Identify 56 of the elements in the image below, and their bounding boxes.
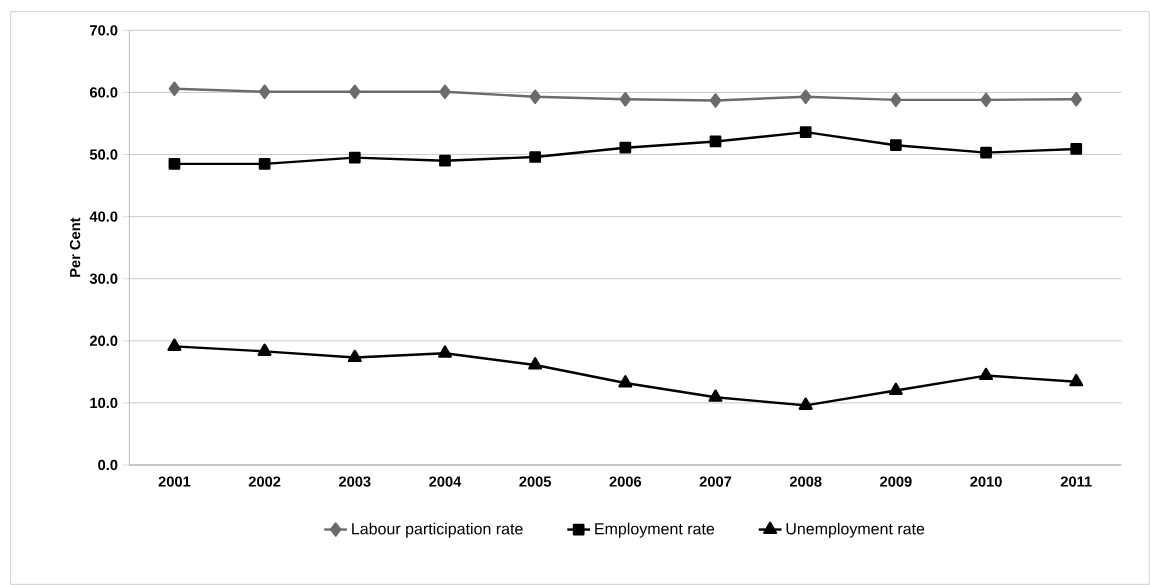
point <box>167 338 182 351</box>
point <box>708 389 723 402</box>
y-tick-label: 20.0 <box>89 335 118 346</box>
legend-label: Labour participation rate <box>352 522 523 538</box>
y-axis-title: Per Cent <box>69 217 81 277</box>
x-tick-label: 2007 <box>699 476 732 487</box>
point <box>890 92 902 108</box>
point <box>890 139 902 152</box>
y-tick-label: 10.0 <box>90 397 118 409</box>
point <box>618 375 633 388</box>
point <box>1069 373 1084 387</box>
point <box>799 126 812 139</box>
point <box>1070 143 1083 155</box>
x-tick-label: 2010 <box>970 476 1002 487</box>
y-tick-label: 40.0 <box>89 211 118 222</box>
point <box>980 92 992 108</box>
point <box>349 84 361 99</box>
point <box>348 151 361 164</box>
point <box>439 154 451 167</box>
legend-label: Employment rate <box>595 522 715 538</box>
point <box>529 89 541 104</box>
point <box>619 92 632 107</box>
point <box>888 382 903 396</box>
point <box>438 345 452 358</box>
x-tick-label: 2008 <box>789 476 822 487</box>
y-tick-label: 30.0 <box>89 273 118 284</box>
point <box>800 89 812 104</box>
point <box>257 343 272 356</box>
x-tick-label: 2004 <box>429 476 462 487</box>
y-tick-label: 0.0 <box>98 459 118 471</box>
legend-label: Unemployment rate <box>786 522 925 538</box>
point <box>619 141 632 154</box>
x-tick-label: 2006 <box>609 476 642 487</box>
x-tick-label: 2002 <box>248 476 281 487</box>
x-tick-label: 2009 <box>880 476 912 487</box>
point <box>258 84 271 99</box>
point <box>347 349 362 363</box>
point <box>798 397 813 410</box>
point <box>709 93 722 108</box>
point <box>709 135 722 148</box>
point <box>439 84 451 99</box>
x-tick-label: 2001 <box>158 476 191 487</box>
point <box>258 157 271 170</box>
point <box>980 146 992 159</box>
point <box>979 367 994 381</box>
x-tick-label: 2003 <box>338 476 371 487</box>
y-tick-label: 50.0 <box>89 149 118 160</box>
point <box>168 81 181 96</box>
x-tick-label: 2005 <box>519 476 552 487</box>
y-tick-label: 70.0 <box>90 25 118 36</box>
point <box>1070 92 1082 107</box>
x-tick-label: 2011 <box>1060 476 1092 487</box>
point <box>529 151 542 163</box>
point <box>528 357 543 370</box>
point <box>168 157 181 170</box>
y-tick-label: 60.0 <box>89 87 118 98</box>
